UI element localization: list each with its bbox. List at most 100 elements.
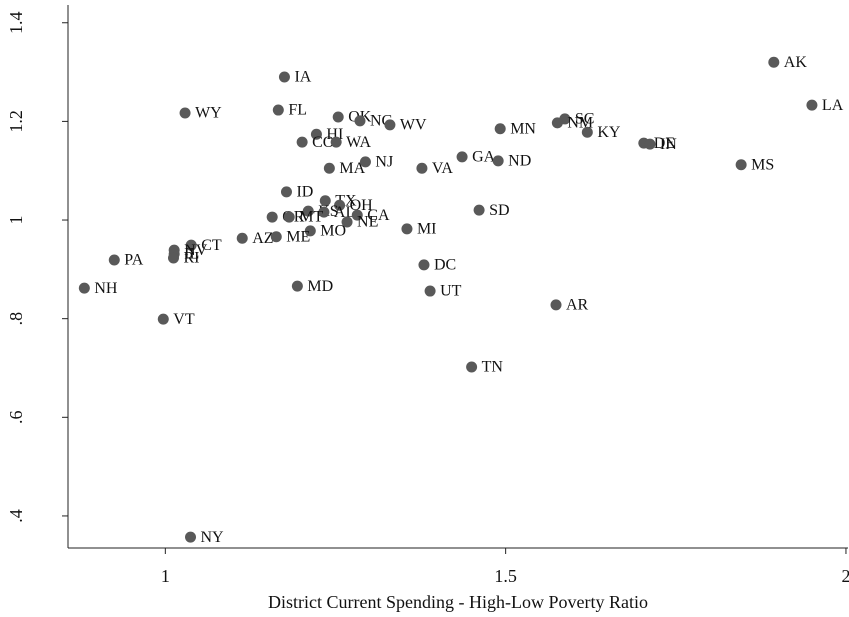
point — [266, 211, 278, 223]
point — [473, 204, 485, 216]
point-label: NE — [357, 214, 378, 231]
point — [283, 211, 295, 223]
point — [278, 71, 290, 83]
point-label: WY — [195, 105, 222, 122]
point-label: NJ — [375, 154, 393, 171]
x-tick-label: 1 — [161, 566, 170, 586]
x-tick-label: 2 — [841, 566, 849, 586]
x-axis-title: District Current Spending - High-Low Pov… — [268, 592, 648, 612]
point-label: KY — [597, 124, 621, 141]
point-label: NV — [184, 242, 208, 259]
point-label: VA — [432, 160, 453, 177]
y-tick-label: 1.2 — [6, 110, 26, 132]
point-label: MN — [510, 120, 536, 137]
point — [551, 117, 563, 129]
point — [418, 259, 430, 271]
y-tick-label: .8 — [6, 312, 26, 326]
point — [384, 119, 396, 131]
point-label: VT — [173, 311, 195, 328]
point-label: DC — [434, 257, 456, 274]
point — [157, 313, 169, 325]
point-label: MD — [307, 278, 333, 295]
point-label: LA — [822, 97, 844, 114]
point — [270, 231, 282, 243]
point — [167, 252, 179, 264]
point — [332, 111, 344, 123]
point-label: TN — [482, 359, 504, 376]
point — [735, 159, 747, 171]
point — [466, 361, 478, 373]
point — [581, 126, 593, 138]
point — [310, 128, 322, 140]
point — [323, 162, 335, 174]
point — [644, 138, 656, 150]
point-label: AK — [784, 54, 808, 71]
point — [179, 107, 191, 119]
point — [302, 205, 314, 217]
point-label: ID — [296, 184, 313, 201]
point — [185, 531, 197, 543]
point-label: OH — [350, 197, 374, 214]
point — [296, 136, 308, 148]
point-label: IA — [294, 69, 311, 86]
y-tick-label: 1 — [6, 216, 26, 225]
point — [424, 285, 436, 297]
point-label: SC — [575, 111, 595, 128]
point-label: CO — [312, 134, 334, 151]
x-tick-label: 1.5 — [494, 566, 517, 586]
point-label: NH — [94, 280, 118, 297]
point — [341, 216, 353, 228]
point-label: DE — [654, 135, 675, 152]
point — [291, 280, 303, 292]
point — [304, 225, 316, 237]
point — [330, 136, 342, 148]
point — [185, 239, 197, 251]
point-label: GA — [472, 149, 496, 166]
point — [494, 123, 506, 135]
point-label: WA — [346, 134, 371, 151]
point-label: PA — [124, 252, 143, 269]
point-label: ND — [508, 153, 531, 170]
point-label: MO — [320, 223, 346, 240]
y-tick-label: .6 — [6, 411, 26, 425]
point — [354, 115, 366, 127]
point — [359, 156, 371, 168]
point-label: FL — [288, 102, 307, 119]
point-label: IL — [184, 246, 199, 263]
point — [272, 104, 284, 116]
y-tick-label: .4 — [6, 509, 26, 523]
point — [78, 282, 90, 294]
point — [416, 162, 428, 174]
point — [456, 151, 468, 163]
point — [334, 199, 346, 211]
point — [318, 206, 330, 218]
point-label: RI — [183, 250, 199, 267]
point — [319, 195, 331, 207]
point-label: ME — [286, 228, 310, 245]
point — [280, 186, 292, 198]
point-label: CT — [201, 237, 222, 254]
point-label: MA — [339, 160, 365, 177]
point — [550, 299, 562, 311]
point-label: AR — [566, 297, 589, 314]
point-label: SD — [489, 202, 509, 219]
point-label: MS — [751, 156, 774, 173]
point-label: NY — [201, 529, 225, 546]
point-label: AL — [334, 204, 355, 221]
point — [236, 232, 248, 244]
point — [108, 254, 120, 266]
point-label: CA — [367, 207, 390, 224]
point-label: WV — [400, 117, 427, 134]
point-label: UT — [440, 283, 462, 300]
point — [351, 209, 363, 221]
point-label: AZ — [252, 230, 273, 247]
point — [768, 56, 780, 68]
point-label: IN — [660, 136, 677, 153]
y-tick-label: 1.4 — [6, 12, 26, 35]
point-label: MT — [299, 209, 323, 226]
point-label: MI — [417, 221, 437, 238]
point — [401, 223, 413, 235]
point — [492, 155, 504, 167]
point — [806, 99, 818, 111]
